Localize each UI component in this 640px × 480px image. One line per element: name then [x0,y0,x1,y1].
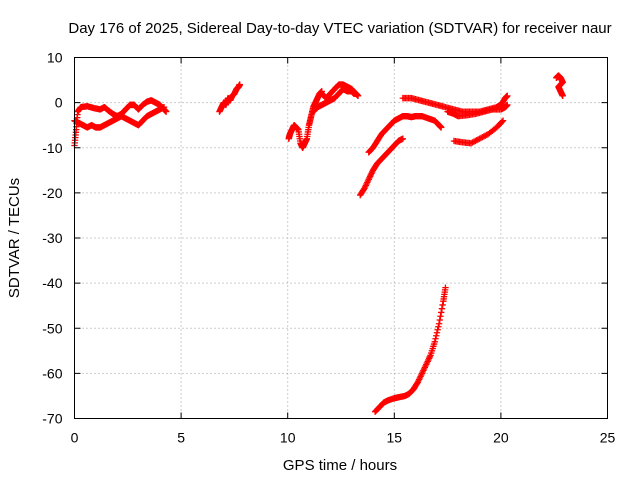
data-point [499,117,507,124]
series-arc-2 [71,103,168,131]
y-tick-label: -50 [42,320,62,336]
series-arc-10 [399,92,511,115]
x-tick-label: 5 [177,430,185,446]
data-series [71,72,566,415]
y-tick-label: -60 [42,365,62,381]
data-point [437,313,444,320]
series-arc-3 [216,81,243,115]
data-point [354,92,362,100]
series-arc-13 [553,72,566,100]
data-point [504,101,511,109]
y-tick-label: -30 [42,230,62,246]
data-point [160,103,168,111]
data-point [439,301,446,309]
data-point [162,108,170,115]
series-arc-1 [71,97,170,149]
x-axis-label: GPS time / hours [283,457,397,474]
axis-ticks: 0 5 10 15 20 25 10 0 -10 -20 -30 -40 -50 -60 -70 [42,50,615,446]
data-point [438,124,445,131]
y-tick-label: 10 [47,50,63,66]
series-arc-7 [356,135,407,199]
x-tick-label: 20 [493,430,509,446]
data-point [435,320,443,327]
data-point [399,135,407,142]
data-point [442,284,449,291]
series-arc-11 [444,101,511,120]
data-point [433,332,440,339]
y-tick-label: 0 [55,95,63,111]
y-tick-label: -10 [42,140,62,156]
x-tick-label: 0 [71,430,79,446]
series-arc-8 [365,112,445,156]
data-point [433,329,441,336]
data-point [504,92,511,100]
data-point [436,316,443,324]
series-arc-6 [318,81,362,102]
series-arc-4 [285,88,326,151]
y-tick-label: -40 [42,275,62,291]
series-arc-9 [371,284,449,415]
data-point [435,323,442,330]
y-tick-label: -20 [42,185,62,201]
data-point [431,338,439,345]
data-point [432,335,439,342]
data-point [438,309,445,316]
data-point [559,92,566,100]
chart-title: Day 176 of 2025, Sidereal Day-to-day VTE… [68,20,611,37]
data-point [434,326,441,333]
x-tick-label: 10 [280,430,296,446]
series-arc-12 [450,117,507,147]
data-point [438,305,446,312]
x-tick-label: 25 [600,430,616,446]
y-axis-label: SDTVAR / TECUs [6,178,23,298]
x-tick-label: 15 [387,430,403,446]
data-point [236,81,243,88]
y-tick-label: -70 [42,411,62,427]
data-point [498,118,506,126]
